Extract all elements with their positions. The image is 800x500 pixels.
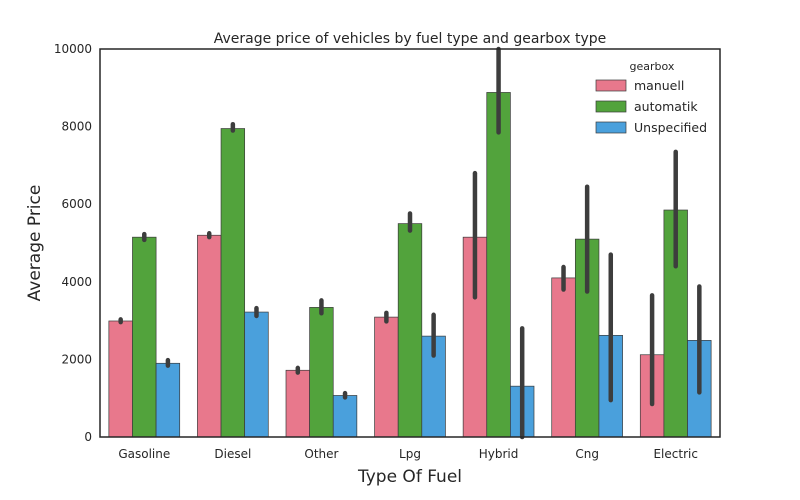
x-tick-label: Lpg <box>399 447 421 461</box>
chart-title: Average price of vehicles by fuel type a… <box>214 31 607 47</box>
bar-manuell-diesel <box>197 234 222 438</box>
y-axis-title: Average Price <box>25 185 45 302</box>
bar-automatik-other <box>309 307 334 438</box>
bar-manuell-other <box>285 369 310 438</box>
legend-swatch-automatik <box>595 100 627 113</box>
y-tick-label: 8000 <box>61 120 92 134</box>
x-tick-label: Cng <box>575 447 599 461</box>
legend: gearbox manuell automatik Unspecified <box>595 60 707 135</box>
legend-label-unspecified: Unspecified <box>634 120 707 135</box>
legend-label-manuell: manuell <box>634 78 684 93</box>
bar-manuell-lpg <box>374 316 399 438</box>
bar-unspecified-other <box>332 395 358 438</box>
y-tick-label: 6000 <box>61 197 92 211</box>
bar-automatik-diesel <box>220 128 246 438</box>
plot-area: 0 2000 4000 6000 8000 10000 Gasoline Diesel Othe… <box>54 42 721 461</box>
y-tick-label: 4000 <box>61 275 92 289</box>
legend-title: gearbox <box>630 60 675 73</box>
y-tick-label: 10000 <box>54 42 92 56</box>
bar-unspecified-diesel <box>244 311 269 438</box>
bar-automatik-lpg <box>397 223 423 438</box>
bar-manuell-cng <box>551 277 576 438</box>
x-axis-title: Type Of Fuel <box>357 467 462 487</box>
bar-automatik-hybrid <box>486 92 511 438</box>
bar-automatik-gasoline <box>132 236 157 438</box>
x-tick-label: Diesel <box>214 447 251 461</box>
y-tick-label: 0 <box>84 430 92 444</box>
legend-label-automatik: automatik <box>634 99 698 114</box>
x-tick-label: Electric <box>653 447 697 461</box>
legend-swatch-manuell <box>595 79 627 92</box>
bar-unspecified-gasoline <box>155 362 181 438</box>
y-tick-label: 2000 <box>61 352 92 366</box>
x-tick-label: Other <box>304 447 338 461</box>
legend-swatch-unspecified <box>595 121 627 134</box>
plot-frame <box>99 48 721 438</box>
x-tick-label: Hybrid <box>479 447 519 461</box>
x-tick-label: Gasoline <box>118 447 170 461</box>
bar-manuell-gasoline <box>108 320 133 438</box>
